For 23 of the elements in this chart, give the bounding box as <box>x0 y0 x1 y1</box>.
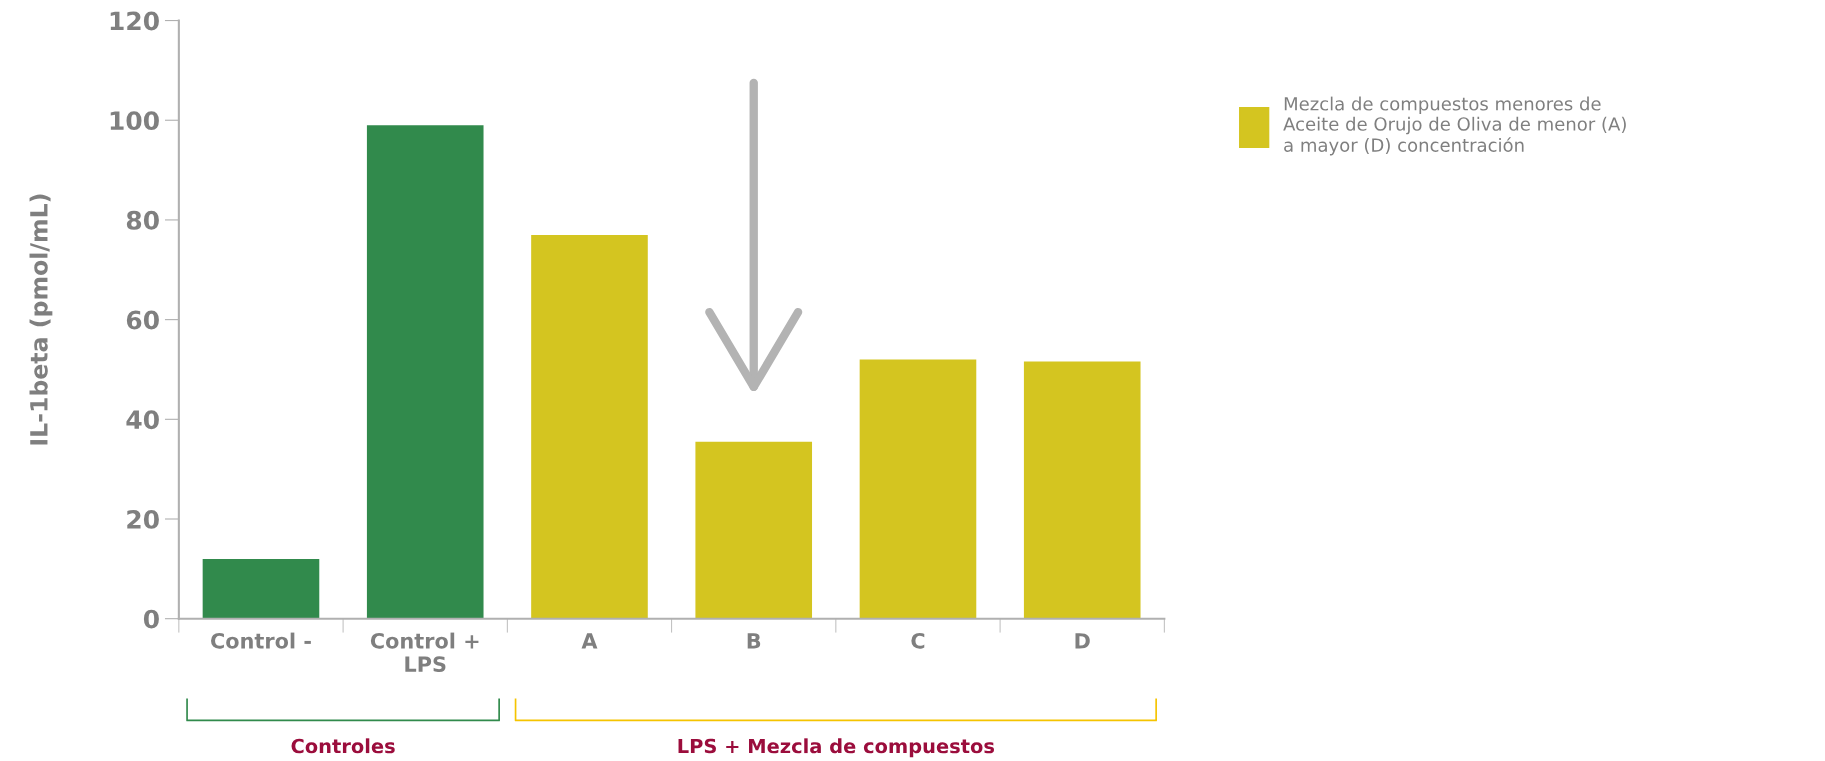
bar <box>695 441 813 619</box>
y-axis-title: IL-1beta (pmol/mL) <box>29 194 53 445</box>
bar <box>1023 361 1141 619</box>
y-tick-label: 20 <box>127 509 159 529</box>
bar <box>859 359 977 619</box>
x-tick-label: Control + LPS <box>370 632 479 673</box>
legend-label: Mezcla de compuestos menores de Aceite de Orujo de Oliva de menor (A) a mayor (D) concentración <box>1283 96 1626 156</box>
x-tick-label: Control - <box>211 632 311 649</box>
y-tick-label: 60 <box>126 310 159 330</box>
text: Controles <box>291 738 395 754</box>
bar <box>366 125 484 619</box>
text: LPS + Mezcla de compuestos <box>678 738 995 758</box>
x-tick-label: C <box>911 632 925 649</box>
bar <box>531 234 648 619</box>
y-tick-label: 40 <box>126 410 159 430</box>
x-tick-label: B <box>747 633 761 649</box>
y-tick-label: 120 <box>110 11 159 31</box>
y-tick-label: 80 <box>126 210 159 230</box>
y-tick-label: 0 <box>143 609 159 629</box>
bar <box>202 558 320 619</box>
x-tick-label: A <box>581 633 598 649</box>
y-tick-label: 100 <box>110 111 159 131</box>
x-tick-label: D <box>1075 633 1090 649</box>
